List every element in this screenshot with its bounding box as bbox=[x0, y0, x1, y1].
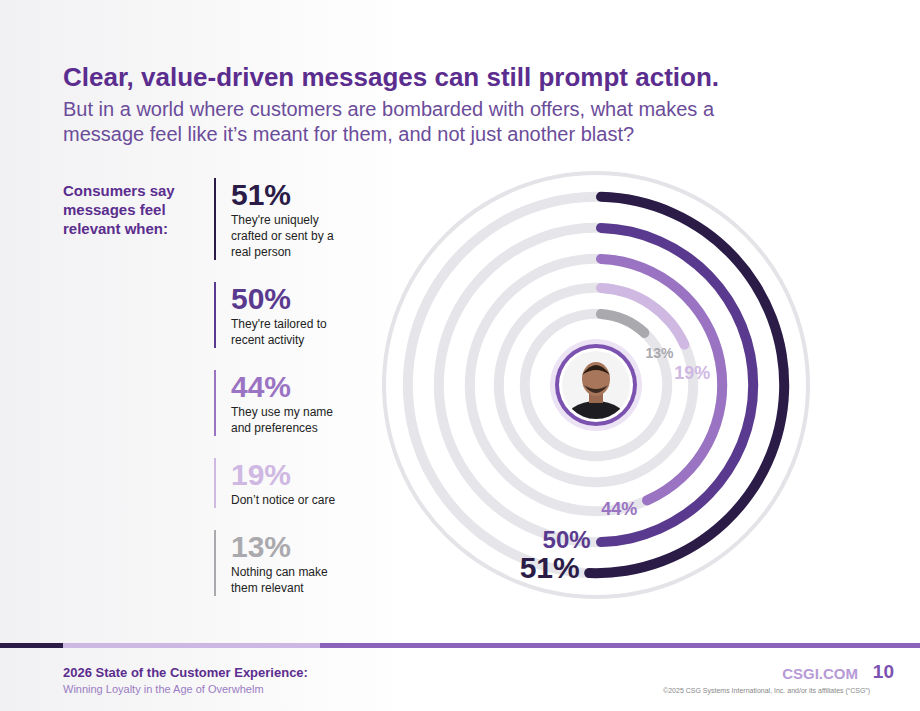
html-text:Consumers say messages feel re: Consumers say messages feel relevant whe… bbox=[63, 182, 175, 237]
html-text:They use my name and preferenc: They use my name and preferences bbox=[231, 405, 333, 435]
html-text:Nothing can make them relevant: Nothing can make them relevant bbox=[231, 565, 328, 595]
html-text:13%: 13% bbox=[231, 530, 291, 563]
svg-text:44%: 44% bbox=[601, 499, 637, 519]
html-text:44%: 44% bbox=[231, 370, 291, 403]
html-text:10: 10 bbox=[872, 661, 894, 682]
html-text:They're tailored to recent act: They're tailored to recent activity bbox=[231, 317, 327, 347]
html-text:50%: 50% bbox=[231, 282, 291, 315]
html-text:Clear, value-driven messages c: Clear, value-driven messages can still p… bbox=[63, 62, 719, 92]
html-text:CSGI.COM: CSGI.COM bbox=[782, 665, 858, 682]
svg-text:13%: 13% bbox=[645, 345, 674, 361]
html-text:19%: 19% bbox=[231, 458, 291, 491]
html-text:Don’t notice or care: Don’t notice or care bbox=[231, 493, 336, 507]
svg-text:19%: 19% bbox=[674, 363, 710, 383]
html-text:Winning Loyalty in the Age of: Winning Loyalty in the Age of Overwhelm bbox=[63, 683, 264, 695]
html-text:©2025 CSG Systems Internationa: ©2025 CSG Systems International, Inc. an… bbox=[663, 687, 870, 694]
html-text:They're uniquely crafted or se: They're uniquely crafted or sent by a re… bbox=[231, 213, 334, 259]
html-text:But in a world where customers: But in a world where customers are bomba… bbox=[63, 98, 714, 145]
svg-text:50%: 50% bbox=[543, 526, 591, 553]
html-text:51%: 51% bbox=[231, 178, 291, 211]
html-text:2026 State of the Customer Exp: 2026 State of the Customer Experience: bbox=[63, 665, 308, 680]
svg-text:51%: 51% bbox=[520, 551, 580, 584]
